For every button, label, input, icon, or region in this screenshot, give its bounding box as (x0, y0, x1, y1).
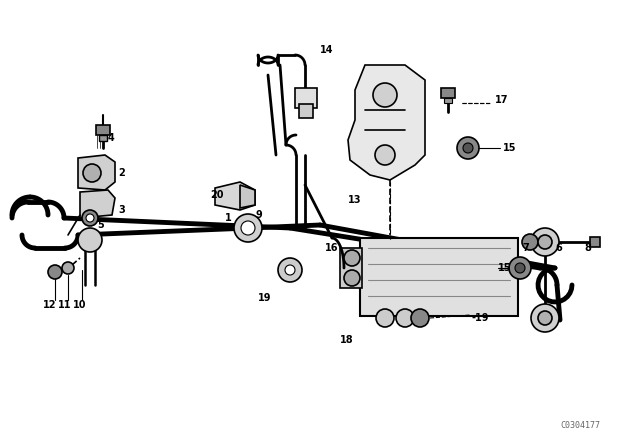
Bar (360, 238, 518, 316)
Circle shape (82, 210, 98, 226)
Text: 10: 10 (73, 300, 86, 310)
Circle shape (344, 270, 360, 286)
Circle shape (234, 214, 262, 242)
Text: C0304177: C0304177 (560, 421, 600, 430)
Bar (340, 248, 362, 288)
Text: 5: 5 (97, 220, 104, 230)
Circle shape (511, 259, 529, 277)
Circle shape (411, 309, 429, 327)
Bar (444, 98, 452, 103)
Text: -19: -19 (472, 313, 490, 323)
Text: 6: 6 (555, 243, 562, 253)
Circle shape (531, 228, 559, 256)
Text: 15: 15 (498, 263, 511, 273)
Bar (441, 88, 455, 98)
Text: 19: 19 (258, 293, 271, 303)
Text: 13: 13 (348, 195, 362, 205)
Text: 7: 7 (522, 243, 529, 253)
Circle shape (278, 258, 302, 282)
Circle shape (373, 83, 397, 107)
Circle shape (522, 234, 538, 250)
Circle shape (344, 250, 360, 266)
Text: 12: 12 (43, 300, 56, 310)
Circle shape (375, 145, 395, 165)
Text: 3: 3 (118, 205, 125, 215)
Text: 2: 2 (118, 168, 125, 178)
Text: 9: 9 (255, 210, 262, 220)
Text: 1: 1 (225, 213, 232, 223)
Text: 4: 4 (108, 133, 115, 143)
Text: 14: 14 (320, 45, 333, 55)
Bar (299, 104, 313, 118)
Polygon shape (240, 185, 255, 208)
Text: 15: 15 (503, 143, 516, 153)
Polygon shape (78, 155, 115, 190)
Polygon shape (348, 65, 425, 180)
Text: 16: 16 (325, 243, 339, 253)
Bar (295, 88, 317, 108)
Circle shape (515, 263, 525, 273)
Circle shape (48, 265, 62, 279)
Circle shape (538, 311, 552, 325)
Circle shape (285, 265, 295, 275)
Text: 8: 8 (584, 243, 591, 253)
Circle shape (509, 257, 531, 279)
Text: 11: 11 (58, 300, 72, 310)
Circle shape (86, 214, 94, 222)
Circle shape (463, 143, 473, 153)
Text: 18: 18 (340, 335, 354, 345)
Circle shape (531, 304, 559, 332)
Circle shape (457, 137, 479, 159)
Polygon shape (80, 190, 115, 218)
Circle shape (538, 235, 552, 249)
Bar (99, 135, 107, 141)
Bar (96, 125, 110, 135)
Circle shape (62, 262, 74, 274)
Polygon shape (215, 182, 255, 210)
Circle shape (78, 228, 102, 252)
Circle shape (241, 221, 255, 235)
Text: 20: 20 (210, 190, 223, 200)
Circle shape (83, 164, 101, 182)
Circle shape (376, 309, 394, 327)
Text: 17: 17 (495, 95, 509, 105)
Circle shape (396, 309, 414, 327)
Bar (590, 237, 600, 247)
